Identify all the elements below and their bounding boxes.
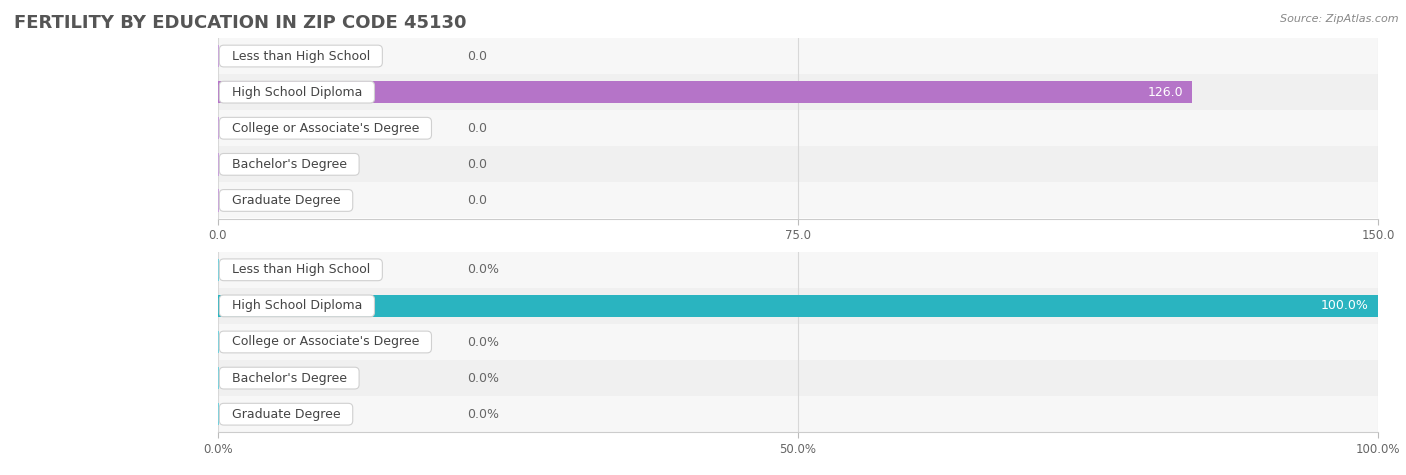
Text: Less than High School: Less than High School [224, 263, 378, 276]
Bar [218, 182, 1378, 218]
Text: 0.0: 0.0 [467, 122, 488, 135]
Text: 0.0: 0.0 [467, 49, 488, 63]
Text: 0.0%: 0.0% [467, 371, 499, 385]
Text: Graduate Degree: Graduate Degree [224, 408, 349, 421]
Text: 0.0%: 0.0% [467, 335, 499, 349]
Text: College or Associate's Degree: College or Associate's Degree [224, 122, 427, 135]
Bar [218, 294, 1378, 317]
Bar [218, 146, 1378, 182]
Text: 0.0: 0.0 [467, 194, 488, 207]
Text: Graduate Degree: Graduate Degree [224, 194, 349, 207]
Text: 100.0%: 100.0% [1320, 299, 1368, 313]
Bar [218, 324, 1378, 360]
Text: Less than High School: Less than High School [224, 49, 378, 63]
Bar [218, 110, 1378, 146]
Bar [218, 360, 1378, 396]
Text: Bachelor's Degree: Bachelor's Degree [224, 158, 354, 171]
Text: 0.0: 0.0 [467, 158, 488, 171]
Bar [218, 38, 1378, 74]
Bar [218, 74, 1378, 110]
Text: High School Diploma: High School Diploma [224, 299, 370, 313]
Text: Bachelor's Degree: Bachelor's Degree [224, 371, 354, 385]
Text: High School Diploma: High School Diploma [224, 86, 370, 99]
Text: FERTILITY BY EDUCATION IN ZIP CODE 45130: FERTILITY BY EDUCATION IN ZIP CODE 45130 [14, 14, 467, 32]
Text: 0.0%: 0.0% [467, 408, 499, 421]
Bar [218, 288, 1378, 324]
Text: 0.0%: 0.0% [467, 263, 499, 276]
Bar [218, 396, 1378, 432]
Bar [218, 252, 1378, 288]
Text: Source: ZipAtlas.com: Source: ZipAtlas.com [1281, 14, 1399, 24]
Bar [218, 81, 1192, 104]
Text: 126.0: 126.0 [1147, 86, 1182, 99]
Text: College or Associate's Degree: College or Associate's Degree [224, 335, 427, 349]
